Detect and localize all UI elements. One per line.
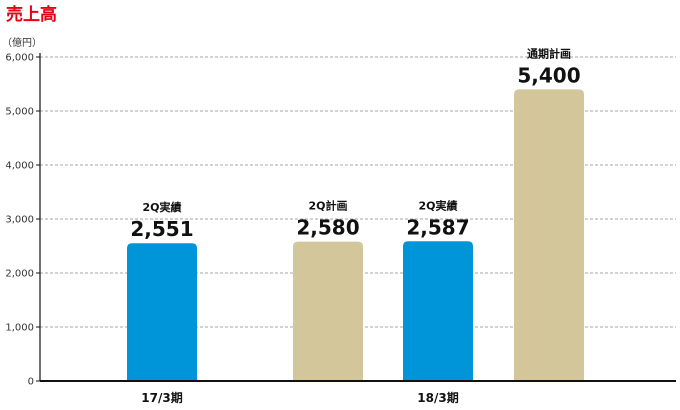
bar-value-label: 2,551 bbox=[130, 217, 193, 241]
bar bbox=[403, 241, 473, 381]
bar bbox=[293, 241, 363, 381]
y-tick-label: 6,000 bbox=[5, 53, 34, 64]
bar-series-label: 2Q計画 bbox=[308, 199, 347, 213]
bar bbox=[127, 243, 197, 381]
x-category-label: 18/3期 bbox=[417, 390, 458, 405]
bars: 2,551 2Q実績 2,580 2Q計画 2,587 2Q実績 5,400 通期計画 bbox=[127, 46, 584, 382]
y-tick-label: 2,000 bbox=[5, 269, 34, 280]
bar-series-label: 通期計画 bbox=[527, 46, 571, 60]
y-tick-label: 3,000 bbox=[5, 215, 34, 226]
bar-value-label: 5,400 bbox=[517, 63, 580, 87]
y-tick-label: 1,000 bbox=[5, 323, 34, 334]
bar bbox=[514, 89, 584, 382]
y-tick-label: 4,000 bbox=[5, 161, 34, 172]
chart-title: 売上高 bbox=[6, 4, 57, 25]
bar-value-label: 2,580 bbox=[296, 216, 359, 240]
bar-series-label: 2Q実績 bbox=[418, 198, 457, 212]
y-tick-label: 0 bbox=[28, 377, 34, 388]
bar-series-label: 2Q実績 bbox=[142, 200, 181, 214]
y-tick-label: 5,000 bbox=[5, 107, 34, 118]
y-axis-ticks: 0 1,000 2,000 3,000 4,000 5,000 6,000 bbox=[5, 53, 40, 388]
x-category-label: 17/3期 bbox=[141, 390, 182, 405]
x-axis-categories: 17/3期 18/3期 bbox=[141, 390, 458, 405]
bar-value-label: 2,587 bbox=[406, 215, 469, 239]
unit-label: （億円） bbox=[2, 36, 42, 49]
